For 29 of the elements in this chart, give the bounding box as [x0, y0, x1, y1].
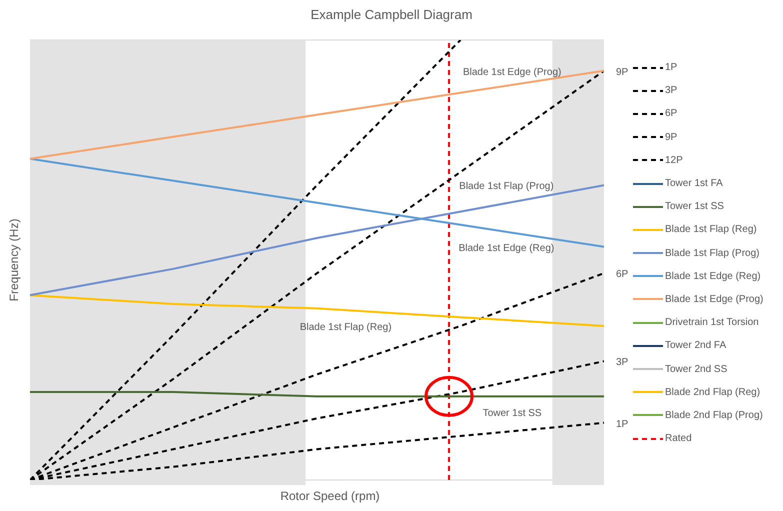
legend-label: 3P	[665, 85, 678, 96]
legend-label: Tower 2nd FA	[665, 340, 726, 352]
text: 6P	[616, 269, 629, 280]
legend-label: Tower 2nd SS	[665, 364, 728, 375]
legend-label: Blade 2nd Flap (Prog)	[665, 410, 763, 421]
legend-label: 1P	[665, 62, 678, 74]
text: 1P	[616, 418, 629, 430]
text: 3P	[616, 357, 629, 368]
chart-title: Example Campbell Diagram	[310, 7, 474, 22]
annotation: Blade 1st Flap (Prog)	[459, 181, 554, 192]
legend-label: Blade 2nd Flap (Reg)	[665, 386, 760, 398]
text: Rated	[665, 433, 692, 444]
y-axis-title: Frequency (Hz)	[7, 218, 21, 302]
legend-label: Tower 1st FA	[665, 178, 723, 190]
annotation: Blade 1st Edge (Prog)	[462, 66, 562, 78]
x-axis-title: Rotor Speed (rpm)	[279, 489, 381, 503]
annotation: Blade 1st Flap (Reg)	[300, 322, 392, 333]
annotation: Tower 1st SS	[482, 408, 542, 419]
legend-label: Blade 1st Flap (Prog)	[665, 248, 760, 259]
legend-label: Blade 1st Edge (Prog)	[665, 294, 764, 305]
legend-label: 6P	[665, 108, 678, 120]
legend-label: 12P	[665, 154, 683, 166]
annotation: Blade 1st Edge (Reg)	[458, 242, 554, 254]
legend-label: Tower 1st SS	[665, 201, 724, 212]
legend-label: Blade 1st Edge (Reg)	[665, 270, 761, 282]
text: 9P	[616, 66, 629, 78]
legend-label: 9P	[665, 132, 678, 143]
legend-label: Blade 1st Flap (Reg)	[665, 224, 757, 236]
legend-label: Drivetrain 1st Torsion	[665, 317, 759, 328]
